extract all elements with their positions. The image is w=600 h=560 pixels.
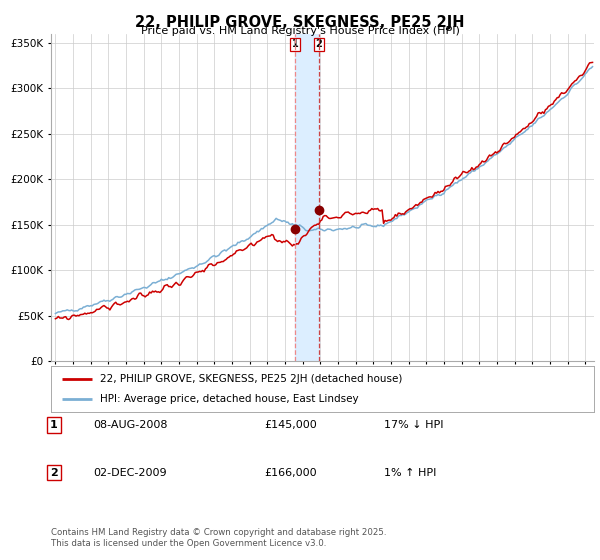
Text: 02-DEC-2009: 02-DEC-2009 bbox=[93, 468, 167, 478]
Text: 2: 2 bbox=[50, 468, 58, 478]
Text: HPI: Average price, detached house, East Lindsey: HPI: Average price, detached house, East… bbox=[100, 394, 358, 404]
Bar bbox=[295, 34, 319, 361]
Text: 1: 1 bbox=[292, 40, 299, 49]
Text: 2: 2 bbox=[316, 40, 322, 49]
Text: 22, PHILIP GROVE, SKEGNESS, PE25 2JH: 22, PHILIP GROVE, SKEGNESS, PE25 2JH bbox=[135, 15, 465, 30]
Text: 1% ↑ HPI: 1% ↑ HPI bbox=[384, 468, 436, 478]
Text: Contains HM Land Registry data © Crown copyright and database right 2025.
This d: Contains HM Land Registry data © Crown c… bbox=[51, 528, 386, 548]
Text: 22, PHILIP GROVE, SKEGNESS, PE25 2JH (detached house): 22, PHILIP GROVE, SKEGNESS, PE25 2JH (de… bbox=[100, 374, 402, 384]
Text: £145,000: £145,000 bbox=[264, 420, 317, 430]
Text: £166,000: £166,000 bbox=[264, 468, 317, 478]
Text: 17% ↓ HPI: 17% ↓ HPI bbox=[384, 420, 443, 430]
Text: 1: 1 bbox=[50, 420, 58, 430]
Text: Price paid vs. HM Land Registry's House Price Index (HPI): Price paid vs. HM Land Registry's House … bbox=[140, 26, 460, 36]
Text: 08-AUG-2008: 08-AUG-2008 bbox=[93, 420, 167, 430]
